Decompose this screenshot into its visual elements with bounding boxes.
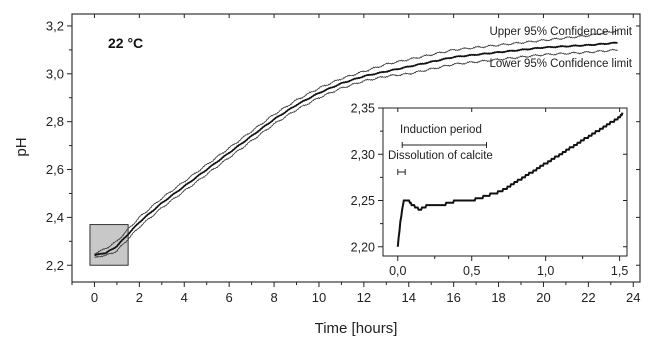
lower-confidence-line — [94, 48, 618, 258]
y-tick-label: 2,6 — [46, 162, 64, 177]
y-axis-label: pH — [13, 137, 30, 156]
inset-x-tick-label: 0,0 — [389, 264, 406, 278]
y-tick-label: 2,8 — [46, 114, 64, 129]
y-tick-label: 2,2 — [46, 258, 64, 273]
x-tick-label: 24 — [626, 290, 640, 305]
main-plot-frame — [71, 13, 641, 283]
inset-series-line — [396, 112, 624, 247]
lower-confidence-annotation: Lower 95% Confidence limit — [489, 58, 632, 70]
x-axis-label: Time [hours] — [315, 320, 398, 337]
temperature-label: 22 °C — [108, 35, 143, 51]
main-plot-border — [71, 13, 641, 283]
x-tick-label: 18 — [491, 290, 505, 305]
x-tick-label: 10 — [312, 290, 326, 305]
inset-x-tick-label: 1,0 — [537, 264, 554, 278]
inset-y-tick-label: 2,30 — [351, 148, 375, 162]
inset-y-tick-label: 2,25 — [351, 194, 375, 208]
inset-x-tick-label: 0,5 — [463, 264, 480, 278]
inset-plot-border — [382, 107, 628, 257]
induction-period-annotation: Induction period — [400, 124, 482, 136]
x-tick-label: 0 — [91, 290, 98, 305]
inset-y-tick-label: 2,35 — [351, 102, 375, 116]
main-series-group — [94, 30, 618, 258]
y-tick-label: 3,2 — [46, 18, 64, 33]
x-tick-label: 2 — [136, 290, 143, 305]
y-tick-label: 2,4 — [46, 210, 64, 225]
inset-background — [331, 98, 635, 280]
inset-intervals — [397, 142, 488, 175]
x-tick-label: 8 — [270, 290, 277, 305]
x-tick-label: 6 — [226, 290, 233, 305]
x-tick-label: 14 — [402, 290, 416, 305]
upper-confidence-line — [94, 30, 618, 255]
x-tick-label: 16 — [446, 290, 460, 305]
dissolution-annotation: Dissolution of calcite — [388, 150, 493, 162]
inset-axis-ticks: 0,0 0,5 1,0 1,5 2,20 2,25 2,30 2,35 — [351, 102, 629, 279]
inset-y-tick-label: 2,20 — [351, 240, 375, 254]
y-tick-label: 3,0 — [46, 66, 64, 81]
x-tick-label: 20 — [536, 290, 550, 305]
x-tick-label: 12 — [357, 290, 371, 305]
mean-series-line — [94, 41, 618, 257]
inset-x-tick-label: 1,5 — [611, 264, 628, 278]
upper-confidence-annotation: Upper 95% Confidence limit — [489, 26, 632, 38]
x-tick-label: 4 — [181, 290, 188, 305]
main-axis-ticks: 0 2 4 6 8 10 12 14 16 18 20 22 242,22,42,62,83,03,2 — [46, 14, 640, 305]
x-tick-label: 22 — [581, 290, 595, 305]
inset-series-group — [396, 112, 624, 247]
